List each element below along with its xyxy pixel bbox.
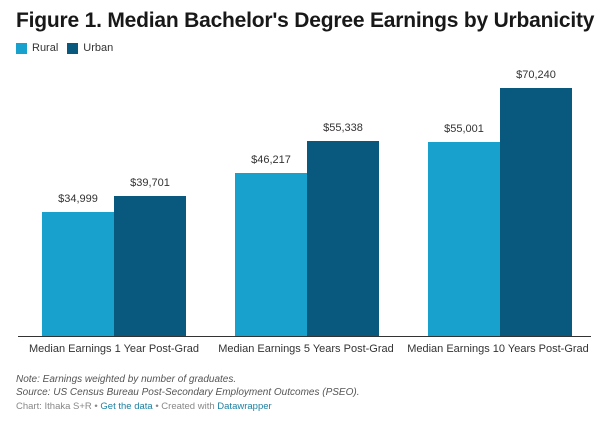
value-label-urban-1: $39,701 — [130, 177, 170, 189]
created-with-text: Created with — [161, 401, 218, 412]
value-label-urban-3: $70,240 — [516, 69, 556, 81]
note-text: Note: Earnings weighted by number of gra… — [16, 374, 237, 385]
bar-urban-2 — [307, 141, 379, 336]
legend-swatch-urban — [67, 42, 79, 54]
legend-item-urban: Urban — [67, 42, 113, 54]
credit-separator: • — [152, 401, 162, 412]
x-axis-line — [18, 336, 591, 337]
bar-rural-2 — [235, 173, 307, 336]
chart-title: Figure 1. Median Bachelor's Degree Earni… — [16, 9, 595, 32]
credit-author: Chart: Ithaka S+R — [16, 401, 92, 412]
source-text: Source: US Census Bureau Post-Secondary … — [16, 387, 360, 398]
legend-item-rural: Rural — [16, 42, 58, 54]
legend-label-rural: Rural — [32, 42, 59, 54]
x-tick-label-1yr: Median Earnings 1 Year Post-Grad — [29, 343, 199, 355]
x-tick-label-5yr: Median Earnings 5 Years Post-Grad — [218, 343, 394, 355]
legend: Rural Urban — [16, 42, 122, 54]
chart-credit: Chart: Ithaka S+R • Get the data • Creat… — [16, 401, 272, 412]
value-label-urban-2: $55,338 — [323, 122, 363, 134]
chart-notes: Note: Earnings weighted by number of gra… — [16, 373, 359, 399]
get-the-data-link[interactable]: Get the data — [100, 401, 153, 412]
value-label-rural-2: $46,217 — [251, 154, 291, 166]
bar-rural-1 — [42, 212, 114, 336]
value-label-rural-3: $55,001 — [444, 123, 484, 135]
bar-urban-3 — [500, 88, 572, 336]
legend-label-urban: Urban — [83, 42, 114, 54]
x-tick-label-10yr: Median Earnings 10 Years Post-Grad — [407, 343, 589, 355]
value-label-rural-1: $34,999 — [58, 193, 98, 205]
bar-urban-1 — [114, 196, 186, 336]
legend-swatch-rural — [16, 42, 27, 54]
bar-rural-3 — [428, 142, 500, 336]
datawrapper-link[interactable]: Datawrapper — [217, 401, 272, 412]
credit-separator: • — [91, 401, 101, 412]
